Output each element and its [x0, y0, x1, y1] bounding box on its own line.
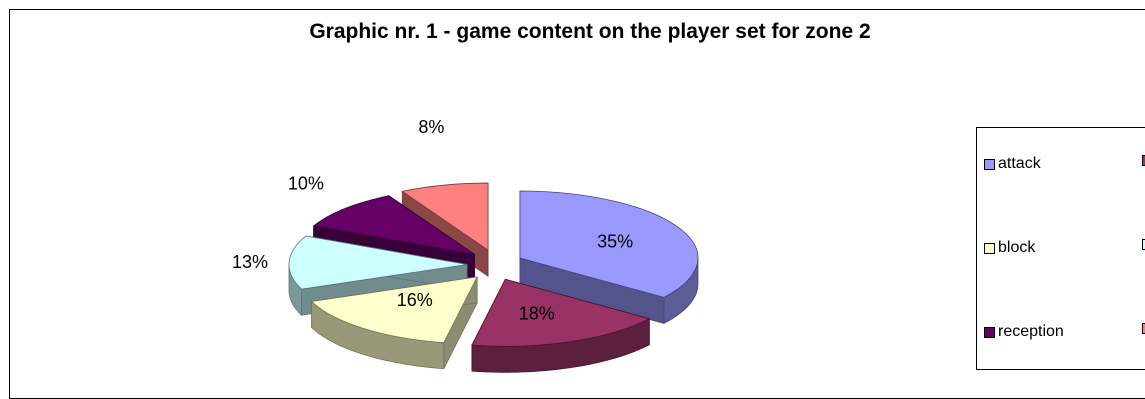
legend-swatch-attack: [984, 158, 995, 170]
pie-slices: [288, 182, 699, 373]
pie-slice-slice-2: [471, 278, 651, 373]
legend-label-block: block: [998, 239, 1036, 256]
data-label-slice-4: 13%: [232, 252, 268, 272]
slice-top: [312, 195, 475, 255]
legend-item-2: [1142, 155, 1145, 166]
legend-label-attack: attack: [998, 155, 1041, 172]
legend-label-reception: reception: [998, 323, 1064, 340]
legend-item-4: [1142, 239, 1145, 250]
slice-top: [401, 182, 489, 251]
data-label-slice-6: 8%: [418, 117, 444, 137]
chart-title: Graphic nr. 1 - game content on the play…: [309, 20, 871, 43]
data-label-attack: 35%: [597, 231, 633, 251]
legend-item-block: block: [984, 239, 1035, 257]
legend-item-attack: attack: [984, 155, 1041, 173]
legend-swatch-block: [984, 242, 995, 254]
legend-swatch-4: [1142, 239, 1145, 250]
legend-swatch-2: [1142, 155, 1145, 166]
legend-item-reception: reception: [984, 323, 1064, 341]
slice-top: [288, 235, 468, 290]
pie-slice-block: [310, 276, 478, 370]
pie-slice-attack: [519, 190, 699, 325]
data-label-reception: 10%: [288, 173, 324, 193]
legend-swatch-reception: [984, 326, 995, 338]
data-label-block: 16%: [397, 290, 433, 310]
legend-item-6: [1142, 323, 1145, 334]
chart-legend: attack block reception: [976, 127, 1145, 370]
data-label-slice-2: 18%: [519, 304, 555, 324]
legend-swatch-6: [1142, 323, 1145, 334]
slice-top: [471, 278, 651, 347]
slice-top: [519, 190, 699, 298]
slice-top: [310, 276, 478, 344]
